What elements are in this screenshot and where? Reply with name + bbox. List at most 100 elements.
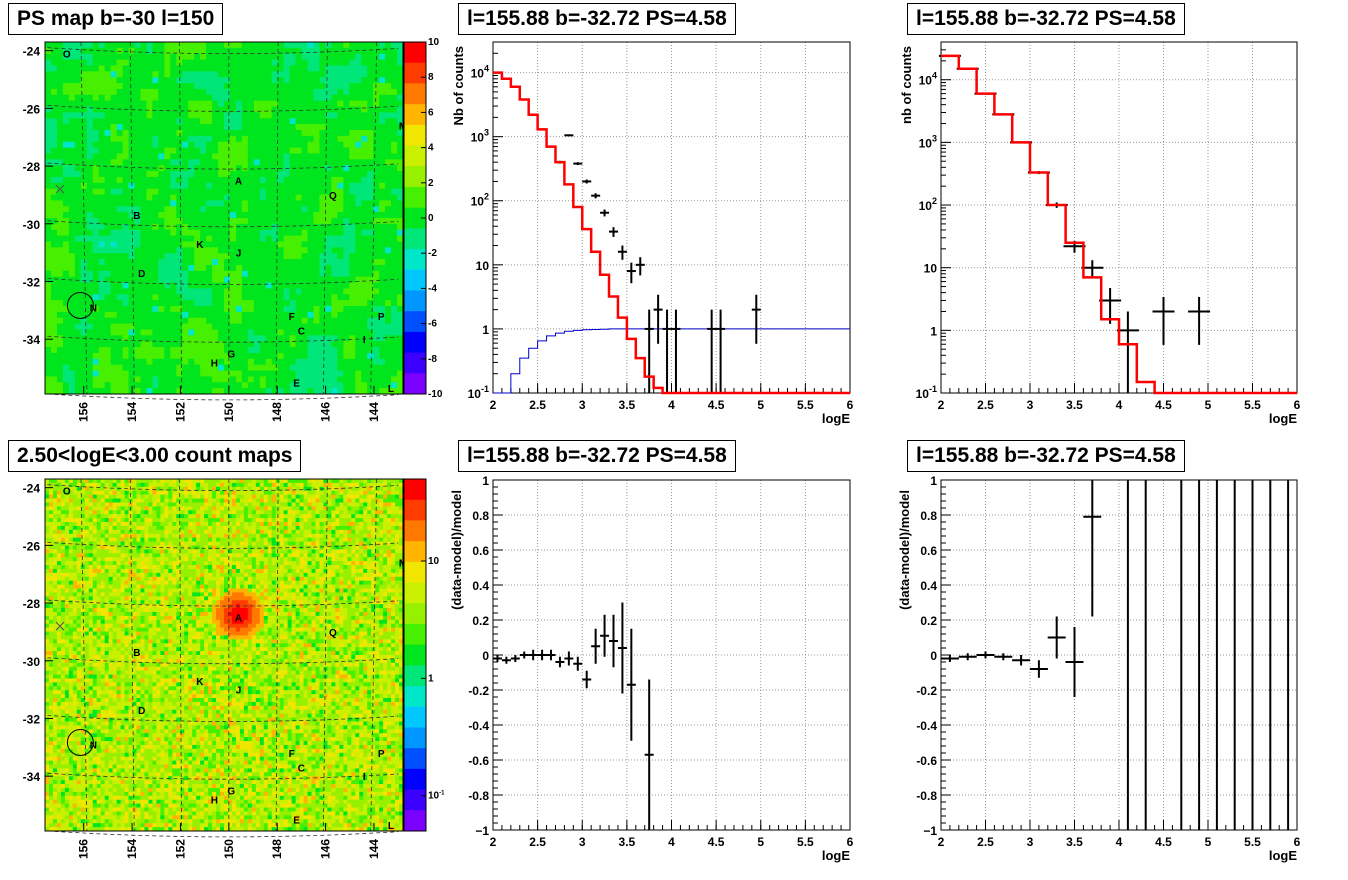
map-pixel: [105, 241, 111, 247]
map-pixel: [170, 335, 176, 341]
map-pixel: [101, 495, 105, 499]
map-pixel: [314, 183, 320, 189]
map-pixel: [272, 124, 278, 130]
map-pixel: [218, 306, 224, 312]
map-pixel: [117, 499, 121, 503]
map-pixel: [69, 341, 75, 347]
map-pixel: [266, 365, 272, 371]
map-pixel: [284, 487, 288, 491]
map-pixel: [152, 514, 156, 518]
map-pixel: [314, 153, 320, 159]
map-pixel: [176, 288, 182, 294]
map-pixel: [111, 42, 117, 48]
map-pixel: [367, 89, 373, 95]
map-pixel: [266, 177, 272, 183]
map-pixel: [45, 271, 51, 277]
map-pixel: [319, 159, 325, 165]
map-pixel: [45, 347, 51, 353]
map-pixel: [349, 341, 355, 347]
map-pixel: [192, 506, 196, 510]
map-pixel: [343, 300, 349, 306]
map-pixel: [69, 89, 75, 95]
map-pixel: [194, 77, 200, 83]
map-pixel: [57, 514, 61, 518]
map-pixel: [361, 189, 367, 195]
map-pixel: [176, 294, 182, 300]
map-pixel: [200, 195, 206, 201]
map-pixel: [319, 83, 325, 89]
map-pixel: [335, 483, 339, 487]
map-pixel: [206, 236, 212, 242]
map-pixel: [89, 502, 93, 506]
map-pixel: [290, 212, 296, 218]
map-pixel: [212, 495, 216, 499]
map-pixel: [152, 48, 158, 54]
map-pixel: [140, 77, 146, 83]
map-pixel: [57, 294, 63, 300]
map-pixel: [45, 89, 51, 95]
map-pixel: [156, 491, 160, 495]
map-pixel: [69, 283, 75, 289]
map-pixel: [146, 224, 152, 230]
map-pixel: [361, 347, 367, 353]
map-pixel: [146, 124, 152, 130]
map-pixel: [343, 514, 347, 518]
map-pixel: [158, 236, 164, 242]
map-pixel: [302, 312, 308, 318]
map-pixel: [351, 510, 355, 514]
map-pixel: [117, 271, 123, 277]
map-pixel: [284, 499, 288, 503]
map-pixel: [290, 77, 296, 83]
map-pixel: [206, 130, 212, 136]
map-pixel: [248, 318, 254, 324]
map-pixel: [337, 335, 343, 341]
map-pixel: [296, 265, 302, 271]
map-pixel: [236, 142, 242, 148]
source-label: K: [196, 240, 204, 251]
map-pixel: [280, 499, 284, 503]
map-pixel: [109, 479, 113, 483]
map-pixel: [146, 42, 152, 48]
map-pixel: [260, 318, 266, 324]
map-pixel: [375, 502, 379, 506]
map-pixel: [264, 483, 268, 487]
map-pixel: [206, 247, 212, 253]
map-pixel: [314, 83, 320, 89]
map-pixel: [123, 253, 129, 259]
map-pixel: [111, 353, 117, 359]
map-pixel: [99, 54, 105, 60]
map-pixel: [278, 95, 284, 101]
map-pixel: [254, 54, 260, 60]
map-pixel: [252, 491, 256, 495]
map-pixel: [260, 347, 266, 353]
map-pixel: [93, 60, 99, 66]
map-pixel: [314, 318, 320, 324]
map-pixel: [218, 159, 224, 165]
map-pixel: [290, 335, 296, 341]
map-pixel: [278, 71, 284, 77]
map-pixel: [170, 265, 176, 271]
map-pixel: [164, 353, 170, 359]
map-pixel: [176, 241, 182, 247]
map-pixel: [379, 514, 383, 518]
map-pixel: [314, 165, 320, 171]
colorbar-segment: [404, 104, 426, 125]
map-pixel: [236, 48, 242, 54]
map-pixel: [188, 247, 194, 253]
map-pixel: [319, 365, 325, 371]
map-pixel: [260, 189, 266, 195]
map-pixel: [51, 148, 57, 154]
map-pixel: [109, 518, 113, 522]
map-pixel: [212, 506, 216, 510]
map-pixel: [266, 189, 272, 195]
map-pixel: [184, 499, 188, 503]
map-pixel: [288, 483, 292, 487]
map-pixel: [123, 148, 129, 154]
map-pixel: [208, 506, 212, 510]
map-pixel: [236, 159, 242, 165]
map-pixel: [182, 95, 188, 101]
map-pixel: [355, 42, 361, 48]
map-pixel: [164, 388, 170, 394]
map-pixel: [176, 479, 180, 483]
map-pixel: [371, 479, 375, 483]
